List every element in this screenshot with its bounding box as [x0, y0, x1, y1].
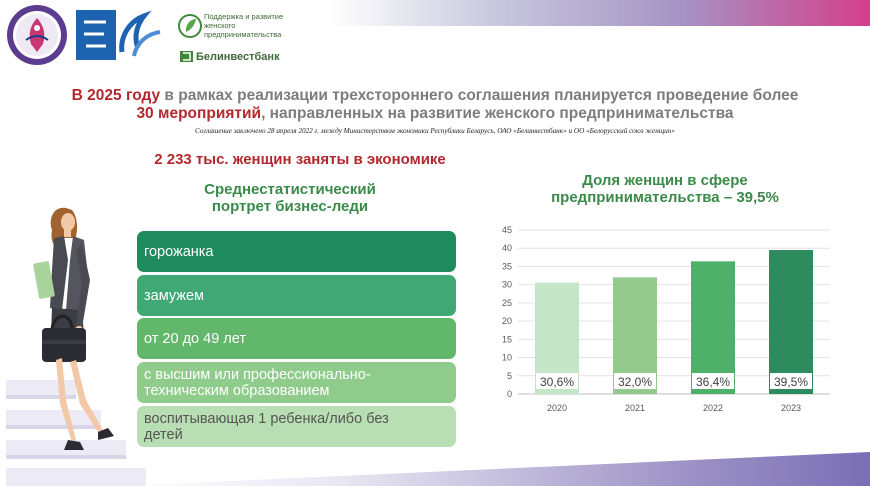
data-label-background — [770, 373, 812, 389]
data-label-background — [614, 373, 656, 389]
data-label-background — [692, 373, 734, 389]
bzh-logo — [76, 10, 161, 60]
data-label: 39,5% — [774, 375, 808, 389]
y-tick-label: 15 — [502, 334, 512, 344]
x-tick-label: 2023 — [781, 403, 801, 413]
y-tick-label: 45 — [502, 225, 512, 235]
y-tick-label: 10 — [502, 353, 512, 363]
chart-bars — [535, 250, 813, 394]
portrait-item-line2: детей — [144, 426, 183, 443]
portrait-item-line1: воспитывающая 1 ребенка/либо без — [144, 410, 389, 427]
headline-text-1: в рамках реализации трехстороннего согла… — [160, 87, 799, 104]
top-decorative-stripe — [330, 0, 870, 26]
data-label: 32,0% — [618, 375, 652, 389]
portrait-item-line1: горожанка — [144, 243, 214, 260]
portrait-item-line1: от 20 до 49 лет — [144, 330, 246, 347]
y-tick-label: 20 — [502, 316, 512, 326]
chart-data-labels: 30,6% 32,0% 36,4% 39,5% — [536, 373, 812, 389]
y-tick-label: 40 — [502, 243, 512, 253]
bar-2022 — [691, 261, 735, 394]
chart-title: Доля женщин в сфере предпринимательства … — [520, 172, 810, 206]
portrait-title-line2: портрет бизнес-леди — [211, 198, 369, 215]
data-label: 30,6% — [540, 375, 574, 389]
x-axis-ticks: 2020 2021 2022 2023 — [547, 403, 801, 413]
headline-year: В 2025 году — [71, 87, 161, 104]
portrait-item: с высшим или профессионально-техническим… — [137, 362, 456, 403]
data-label-background — [536, 373, 578, 389]
headline: В 2025 году в рамках реализации трехстор… — [40, 87, 830, 123]
bank-logo-icon — [180, 51, 193, 62]
x-tick-label: 2020 — [547, 403, 567, 413]
portrait-item: горожанка — [137, 231, 456, 272]
portrait-item: замужем — [137, 275, 456, 316]
portrait-item-line2: техническим образованием — [144, 382, 330, 399]
leaf-icon — [178, 14, 202, 38]
businesswoman-illustration — [6, 207, 146, 486]
x-tick-label: 2022 — [703, 403, 723, 413]
portrait-title-line1: Среднестатистический — [204, 181, 376, 198]
employment-stat: 2 233 тыс. женщин заняты в экономике — [154, 151, 446, 168]
bottom-decorative-stripe — [120, 452, 870, 486]
agreement-note: Соглашение заключено 28 апреля 2022 г. м… — [195, 127, 675, 135]
portrait-item: от 20 до 49 лет — [137, 318, 456, 359]
womens-union-emblem-logo — [7, 5, 67, 65]
chart-title-line2: предпринимательства – 39,5% — [551, 189, 779, 206]
support-program-text: Поддержка и развитие женского предприним… — [204, 12, 284, 39]
y-tick-label: 0 — [507, 389, 512, 399]
bank-name: Белинвестбанк — [196, 51, 280, 63]
y-tick-label: 30 — [502, 280, 512, 290]
y-tick-label: 25 — [502, 298, 512, 308]
chart-title-line1: Доля женщин в сфере — [582, 172, 748, 189]
headline-text-2: , направленных на развитие женского пред… — [261, 105, 734, 122]
x-tick-label: 2021 — [625, 403, 645, 413]
portrait-item-line1: замужем — [144, 287, 204, 304]
headline-events: 30 мероприятий — [136, 105, 262, 122]
y-tick-label: 35 — [502, 261, 512, 271]
bar-2023 — [769, 250, 813, 394]
portrait-item-line1: с высшим или профессионально- — [144, 366, 371, 383]
y-axis-ticks: 0 5 10 15 20 25 30 35 40 45 — [502, 225, 512, 399]
data-label: 36,4% — [696, 375, 730, 389]
y-tick-label: 5 — [507, 371, 512, 381]
portrait-item: воспитывающая 1 ребенка/либо без детей — [137, 406, 456, 447]
portrait-title: Среднестатистический портрет бизнес-леди — [170, 181, 410, 215]
